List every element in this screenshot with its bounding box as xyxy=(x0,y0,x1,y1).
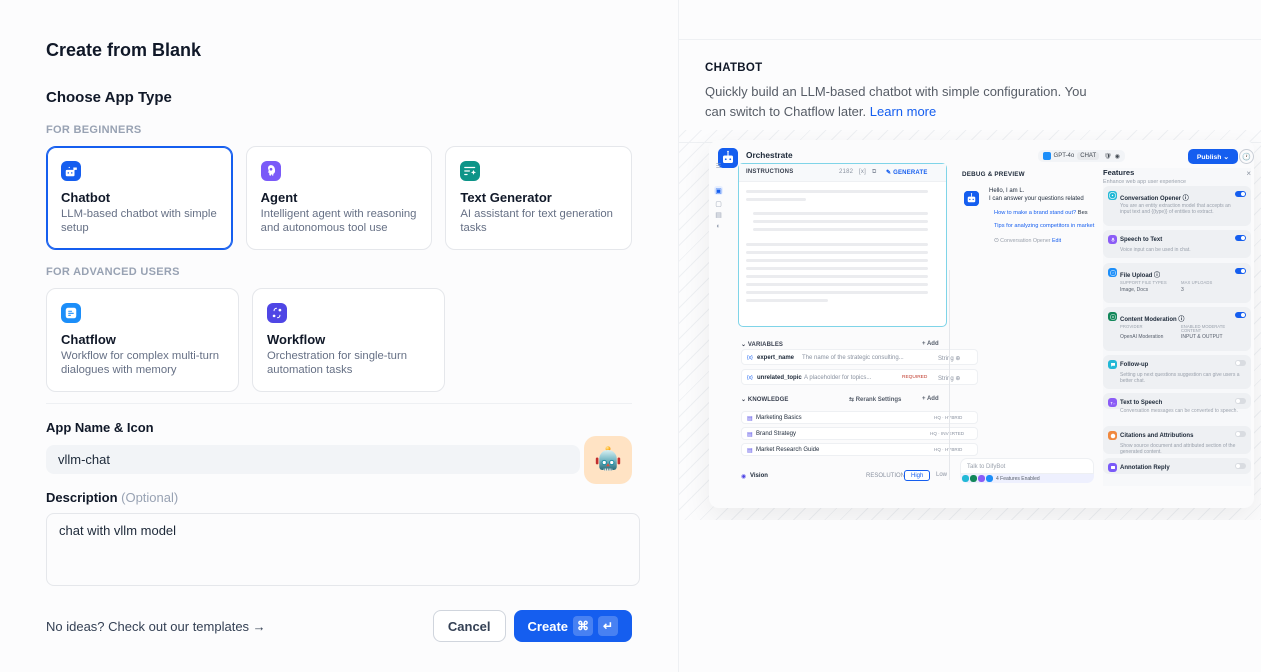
svg-text:T↔: T↔ xyxy=(1110,401,1116,405)
